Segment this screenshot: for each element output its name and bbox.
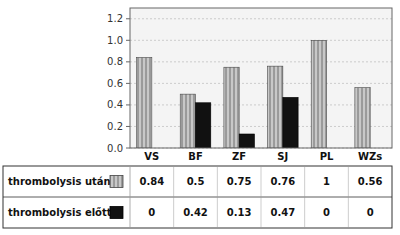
data-label: 0 — [367, 207, 374, 218]
y-tick — [126, 104, 130, 105]
legend-label: thrombolysis előtt — [8, 207, 112, 218]
table-col-divider — [130, 166, 131, 228]
data-label: 0.75 — [227, 176, 252, 187]
data-label: 1 — [323, 176, 330, 187]
table-col-divider — [348, 166, 349, 228]
x-tick-label: SJ — [277, 151, 288, 162]
y-axis: 0.0 0.2 0.4 0.6 0.8 1.0 1.2 — [107, 13, 392, 153]
bar — [355, 88, 370, 148]
data-label: 0.13 — [227, 207, 252, 218]
y-tick — [126, 18, 130, 19]
bar — [283, 97, 298, 148]
y-tick-label: 0.6 — [107, 78, 123, 89]
grid-line — [130, 83, 392, 84]
bar — [268, 66, 283, 148]
x-axis: VS BF ZF SJ PL WZs — [144, 151, 382, 162]
x-tick-label: VS — [144, 151, 159, 162]
y-tick-label: 0.4 — [107, 99, 123, 110]
bar — [180, 94, 195, 148]
table-col-divider — [217, 166, 218, 228]
bar — [196, 103, 211, 148]
y-tick — [126, 126, 130, 127]
legend-swatch — [110, 176, 123, 188]
x-tick-label: ZF — [232, 151, 246, 162]
grid-line — [130, 40, 392, 41]
x-tick-label: BF — [188, 151, 202, 162]
table-col-divider — [173, 166, 174, 228]
data-label: 0 — [148, 207, 155, 218]
y-tick-label: 1.2 — [107, 13, 123, 24]
table-col-divider — [304, 166, 305, 228]
y-tick — [126, 40, 130, 41]
data-label: 0.56 — [358, 176, 383, 187]
data-label: 0.76 — [270, 176, 295, 187]
grid-line — [130, 18, 392, 19]
plot-background — [130, 8, 392, 148]
plot-frame — [130, 8, 392, 148]
chart-svg: 0.0 0.2 0.4 0.6 0.8 1.0 1.2 VS BF ZF SJ PL WZs thromb… — [0, 0, 400, 235]
y-tick-label: 0.0 — [107, 143, 123, 154]
legend-swatch — [110, 207, 123, 219]
data-label: 0 — [323, 207, 330, 218]
grid-line — [130, 61, 392, 62]
data-table: thrombolysis után 0.84 0.5 0.75 0.76 1 0.56 thr… — [3, 166, 392, 228]
x-tick-label: PL — [320, 151, 334, 162]
legend-label: thrombolysis után — [8, 176, 111, 187]
bars — [137, 40, 371, 148]
data-label: 0.5 — [187, 176, 205, 187]
table-border — [3, 166, 392, 228]
y-tick — [126, 148, 130, 149]
chart-container: 0.0 0.2 0.4 0.6 0.8 1.0 1.2 VS BF ZF SJ PL WZs thromb… — [0, 0, 400, 235]
y-tick — [126, 83, 130, 84]
data-label: 0.47 — [270, 207, 295, 218]
data-label: 0.84 — [139, 176, 164, 187]
x-tick-label: WZs — [358, 151, 382, 162]
grid-line — [130, 104, 392, 105]
data-label: 0.42 — [183, 207, 208, 218]
bar — [239, 134, 254, 148]
table-col-divider — [261, 166, 262, 228]
bar — [137, 58, 152, 148]
bar — [311, 40, 326, 148]
y-tick-label: 0.2 — [107, 121, 123, 132]
y-tick-label: 0.8 — [107, 56, 123, 67]
grid-line — [130, 126, 392, 127]
table-row-divider — [3, 197, 392, 198]
y-tick — [126, 61, 130, 62]
bar — [224, 67, 239, 148]
y-tick-label: 1.0 — [107, 35, 123, 46]
